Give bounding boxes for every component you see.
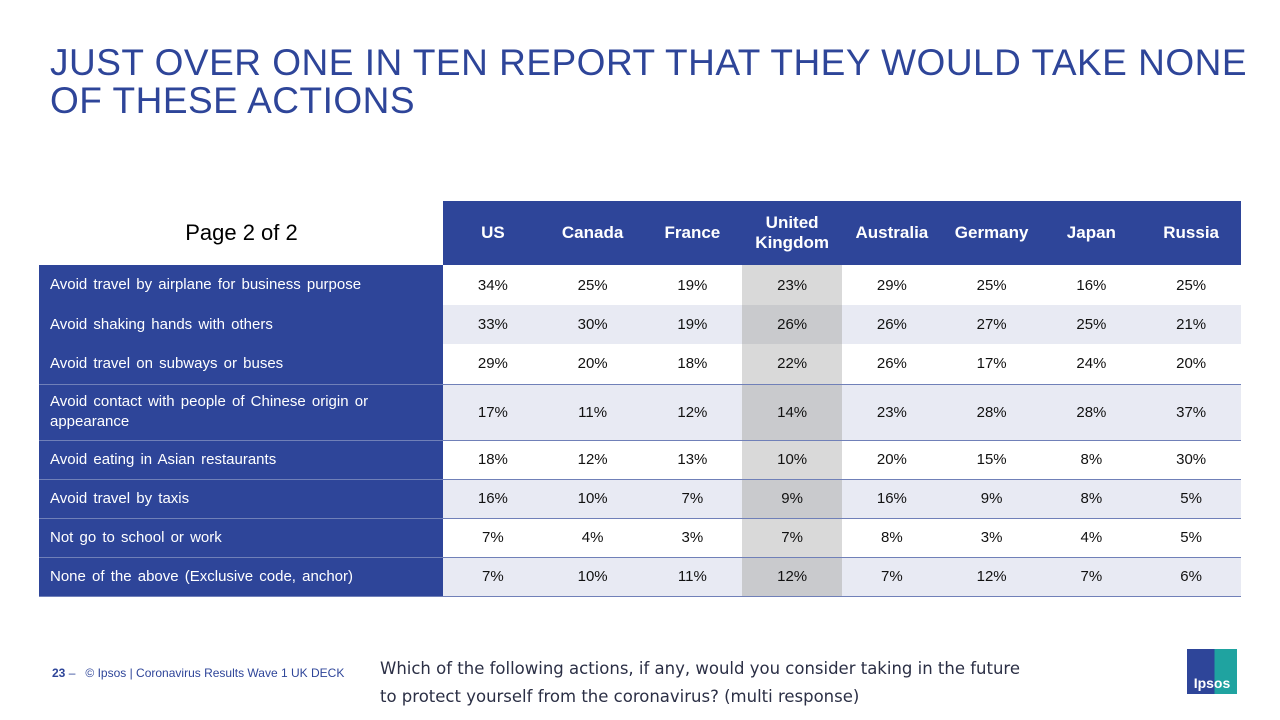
row-label: Avoid eating in Asian restaurants <box>39 440 443 480</box>
value-cell: 16% <box>842 479 942 519</box>
value-cell: 20% <box>842 440 942 480</box>
value-cell: 16% <box>1076 276 1107 294</box>
value-cell: 19% <box>677 276 708 294</box>
value-cell: 29% <box>876 276 907 294</box>
value-cell: 3% <box>941 518 1042 558</box>
column-header: Germany <box>941 201 1042 265</box>
value-cell: 9% <box>742 479 842 519</box>
row-label: Avoid shaking hands with others <box>39 305 443 344</box>
value-cell: 10% <box>542 557 643 597</box>
value-cell: 18% <box>642 344 743 385</box>
value-cell: 10% <box>742 440 842 480</box>
value-cell: 34% <box>477 276 508 294</box>
logo-text: Ipsos <box>1193 675 1231 691</box>
value-cell: 11% <box>542 384 643 441</box>
footer-source: 23 – © Ipsos | Coronavirus Results Wave … <box>52 666 344 680</box>
value-cell: 12% <box>941 557 1042 597</box>
value-cell: 25% <box>1176 276 1207 294</box>
value-cell: 26% <box>842 344 942 385</box>
slide-title: JUST OVER ONE IN TEN REPORT THAT THEY WO… <box>50 42 1248 121</box>
table-row: Not go to school or work 7% 4% 3% 7% 8% 3% 4% 5% <box>39 518 1241 558</box>
row-label: Avoid travel on subways or buses <box>39 344 443 385</box>
value-cell: 15% <box>941 440 1042 480</box>
column-header: United Kingdom <box>742 201 842 265</box>
value-cell: 7% <box>443 557 543 597</box>
survey-question: Which of the following actions, if any, … <box>380 659 1021 706</box>
row-label: Not go to school or work <box>39 518 443 558</box>
value-cell: 9% <box>941 479 1042 519</box>
value-cell: 5% <box>1141 518 1241 558</box>
value-cell: 12% <box>542 440 643 480</box>
column-header: France <box>642 201 743 265</box>
value-cell: 22% <box>742 344 842 385</box>
value-cell: 30% <box>542 305 643 344</box>
value-cell: 12% <box>642 384 743 441</box>
value-cell: 28% <box>1041 384 1142 441</box>
value-cell: 8% <box>1041 479 1142 519</box>
value-cell: 37% <box>1141 384 1241 441</box>
table-row: Avoid shaking hands with others 33% 30% 19%… <box>39 305 1241 344</box>
value-cell: 25% <box>976 276 1007 294</box>
value-cell: 18% <box>443 440 543 480</box>
value-cell: 20% <box>542 344 643 385</box>
table-row: None of the above (Exclusive code, ancho… <box>39 557 1241 597</box>
value-cell: 26% <box>742 305 842 344</box>
value-cell: 7% <box>443 518 543 558</box>
column-header: US <box>443 201 543 265</box>
value-cell: 33% <box>443 305 543 344</box>
table-row: Avoid travel on subways or buses 29% 20% 18… <box>39 344 1241 385</box>
value-cell: 24% <box>1041 344 1142 385</box>
value-cell: 26% <box>842 305 942 344</box>
table-row: Avoid travel by taxis 16% 10% 7% 9% 16% 9% 8% 5% <box>39 479 1241 519</box>
value-cell: 4% <box>1041 518 1142 558</box>
row-label: None of the above (Exclusive code, ancho… <box>39 557 443 597</box>
value-cell: 29% <box>443 344 543 385</box>
page-indicator: Page 2 of 2 <box>185 220 298 245</box>
value-cell: 17% <box>443 384 543 441</box>
value-cell: 13% <box>642 440 743 480</box>
value-cell: 28% <box>941 384 1042 441</box>
value-cell: 19% <box>642 305 743 344</box>
value-cell: 8% <box>1041 440 1142 480</box>
row-label: Avoid contact with people of Chinese ori… <box>39 384 443 441</box>
value-cell: 6% <box>1141 557 1241 597</box>
value-cell: 17% <box>941 344 1042 385</box>
value-cell: 10% <box>542 479 643 519</box>
page-number: 23 <box>52 666 66 680</box>
value-cell: 5% <box>1141 479 1241 519</box>
table-row: Avoid travel by airplane for business pu… <box>39 265 1241 305</box>
column-header: Japan <box>1041 201 1142 265</box>
value-cell: 25% <box>1041 305 1142 344</box>
value-cell: 3% <box>642 518 743 558</box>
value-cell: 8% <box>842 518 942 558</box>
source-text: © Ipsos | Coronavirus Results Wave 1 UK … <box>85 666 345 680</box>
value-cell: 30% <box>1141 440 1241 480</box>
results-table: US Canada France United Kingdom Australia Ger… <box>39 201 1241 597</box>
value-cell: 14% <box>742 384 842 441</box>
value-cell: 7% <box>842 557 942 597</box>
column-header: Canada <box>542 201 643 265</box>
value-cell: 7% <box>742 518 842 558</box>
column-header: Russia <box>1141 201 1241 265</box>
value-cell: 27% <box>941 305 1042 344</box>
row-label: Avoid travel by taxis <box>39 479 443 519</box>
value-cell: 23% <box>742 265 842 305</box>
column-header: Australia <box>842 201 942 265</box>
value-cell: 16% <box>443 479 543 519</box>
ipsos-logo: Ipsos <box>1187 649 1237 694</box>
footer-separator: – <box>68 666 76 680</box>
value-cell: 11% <box>642 557 743 597</box>
table-row: Avoid eating in Asian restaurants 18% 12% 1… <box>39 440 1241 480</box>
value-cell: 25% <box>577 276 608 294</box>
row-label: Avoid travel by airplane for business pu… <box>39 265 443 305</box>
value-cell: 12% <box>742 557 842 597</box>
value-cell: 21% <box>1141 305 1241 344</box>
value-cell: 7% <box>1041 557 1142 597</box>
value-cell: 7% <box>642 479 743 519</box>
table-row: Avoid contact with people of Chinese ori… <box>39 384 1241 441</box>
value-cell: 23% <box>842 384 942 441</box>
value-cell: 4% <box>542 518 643 558</box>
value-cell: 20% <box>1141 344 1241 385</box>
